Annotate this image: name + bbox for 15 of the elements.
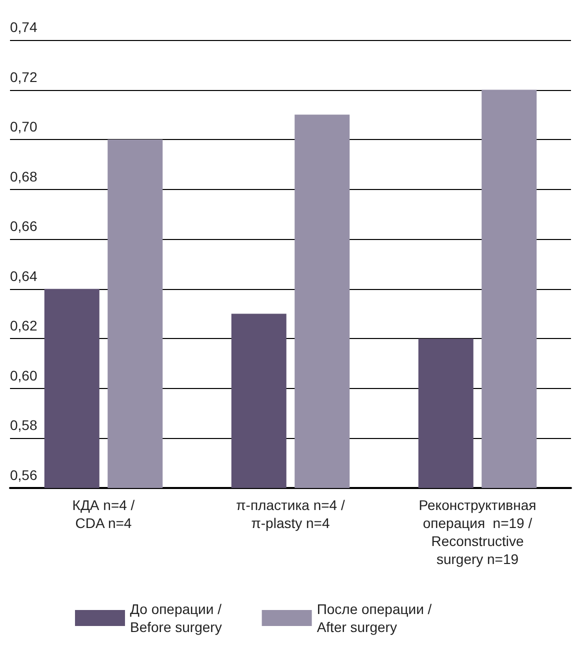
- x-tick-label: Реконструктивная операция n=19 / Reconstructive surgery n=19: [418, 497, 536, 567]
- y-tick-label: 0,66: [10, 218, 38, 234]
- legend-label: До операции / Before surgery: [130, 601, 222, 635]
- x-tick-label: π-пластика n=4 / π-plasty n=4: [236, 497, 345, 531]
- y-tick-label: 0,72: [10, 68, 38, 85]
- y-tick-label: 0,58: [10, 417, 38, 434]
- y-tick-label: 0,68: [10, 168, 38, 184]
- y-tick-label: 0,60: [10, 367, 38, 384]
- x-tick-label: КДА n=4 / CDA n=4: [72, 497, 135, 531]
- y-tick-label: 0,74: [10, 19, 38, 35]
- y-tick-label: 0,56: [10, 467, 38, 483]
- legend-label: После операции / After surgery: [316, 601, 432, 635]
- y-tick-label: 0,62: [10, 318, 38, 334]
- y-tick-label: 0,70: [10, 118, 38, 135]
- y-tick-label: 0,64: [10, 268, 38, 284]
